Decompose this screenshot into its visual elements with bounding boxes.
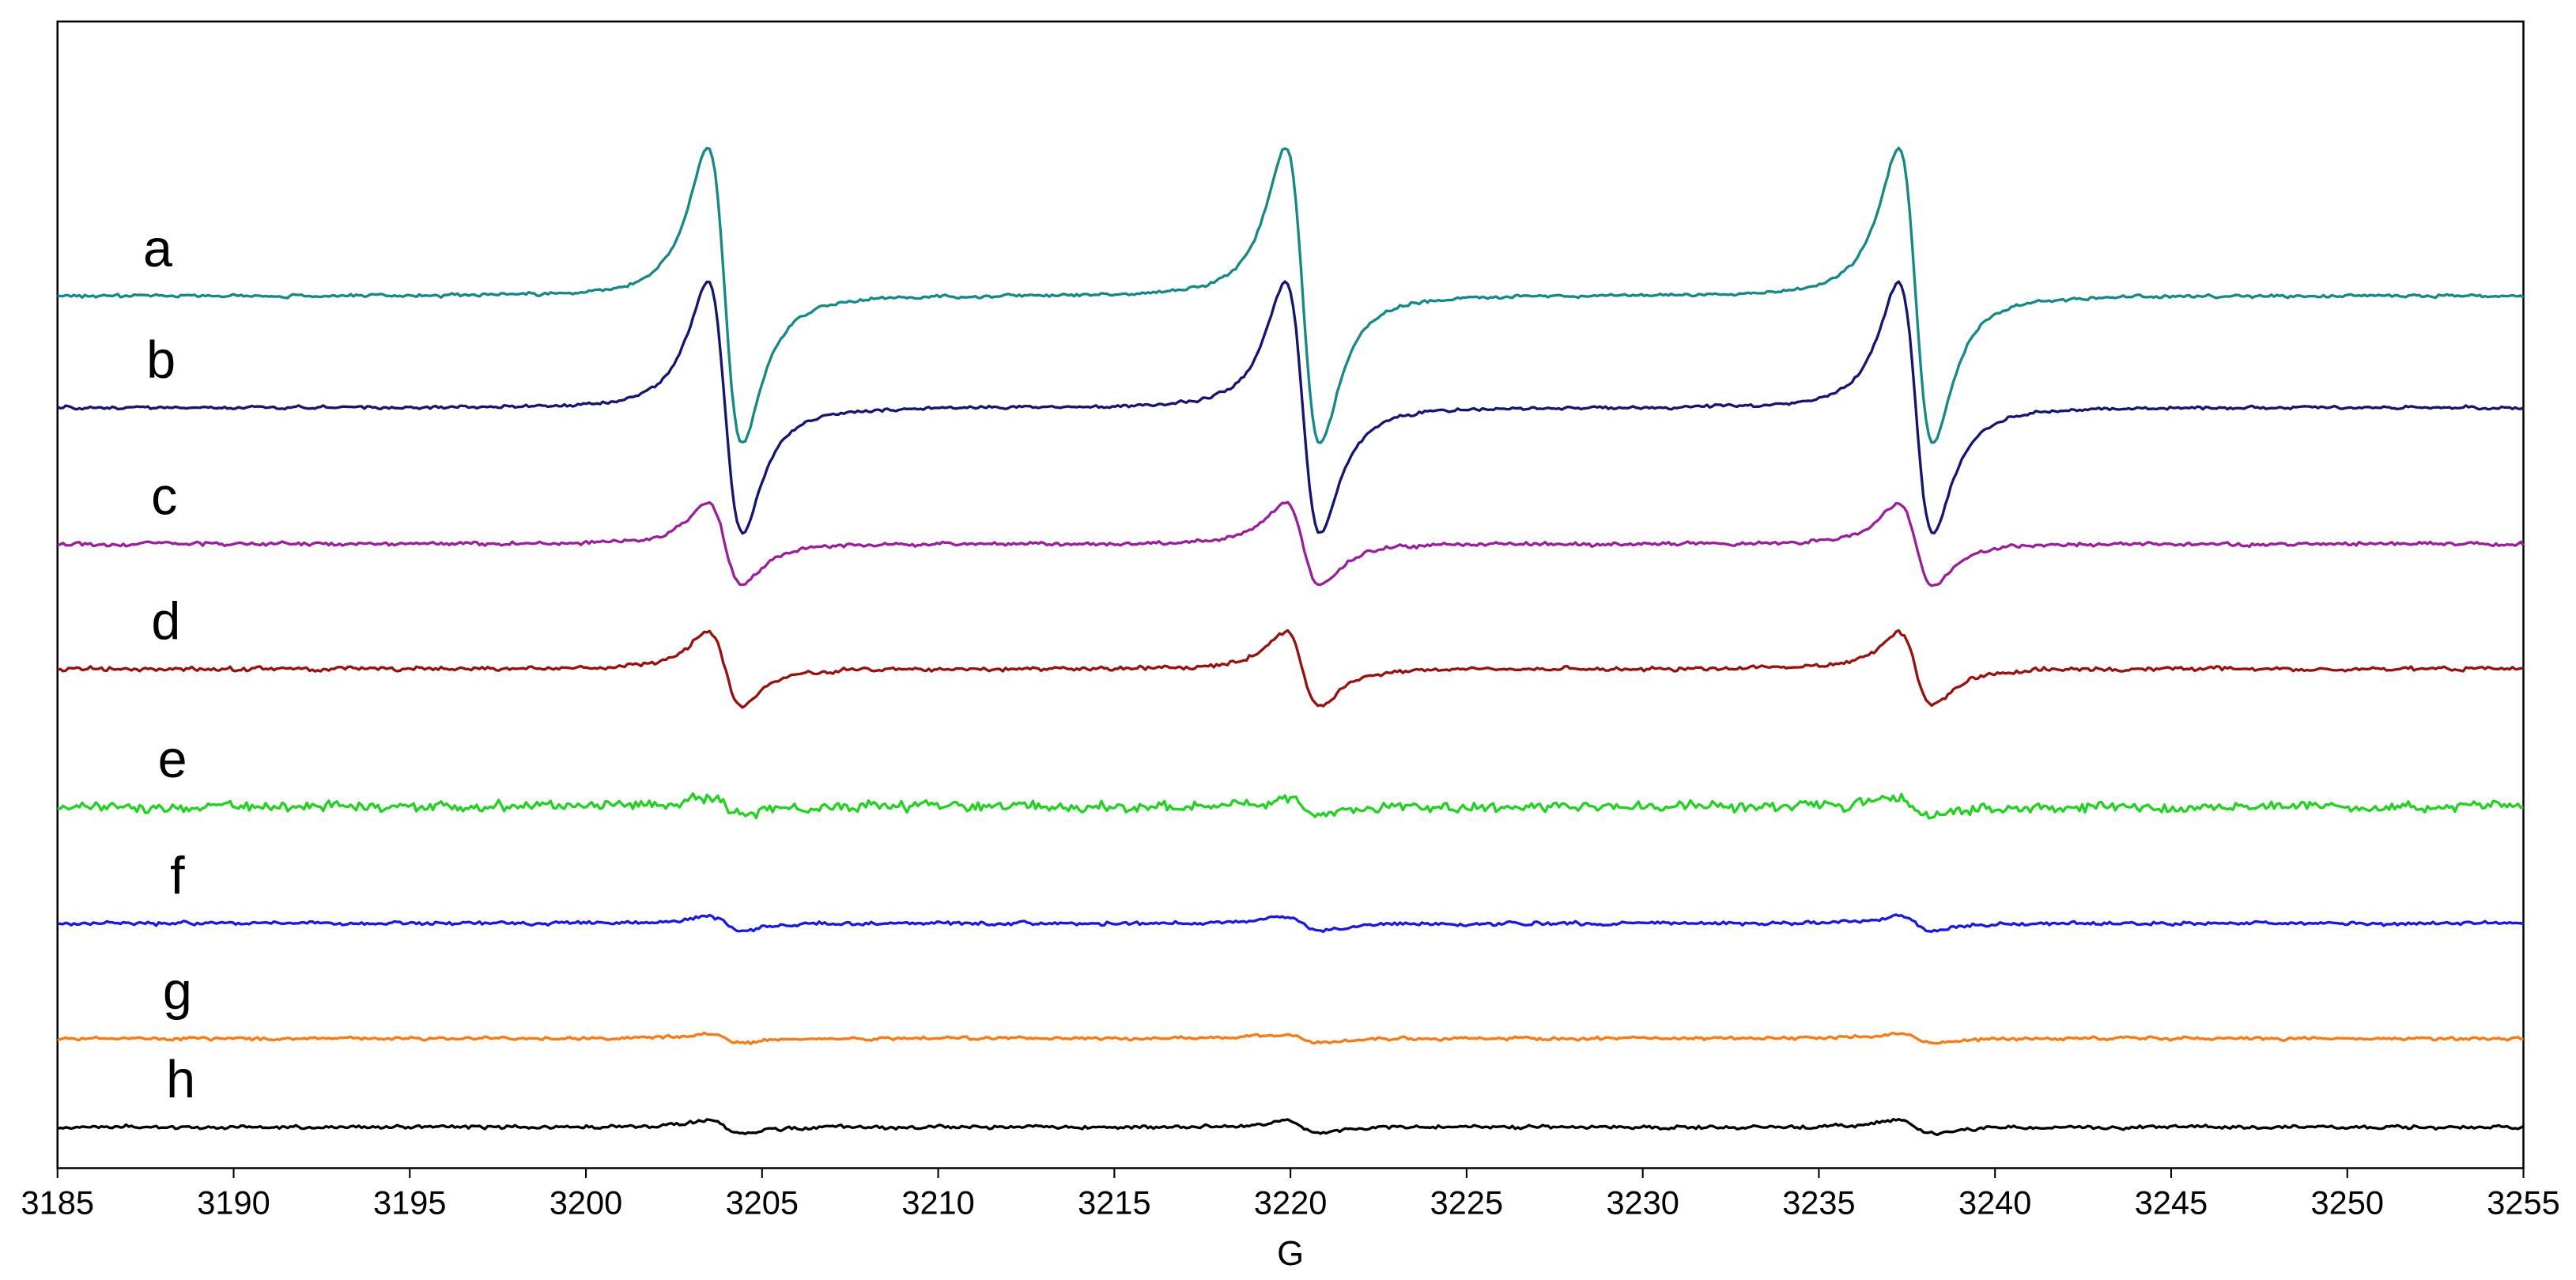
trace-b [57,280,2525,535]
x-tick-label: 3200 [550,1184,622,1221]
trace-label-e: e [158,731,187,789]
trace-label-g: g [163,962,192,1021]
trace-h [57,1117,2525,1136]
trace-e [57,792,2524,820]
x-tick-label: 3255 [2487,1184,2559,1221]
x-tick-label: 3235 [1782,1184,1855,1221]
x-axis-label: G [1277,1235,1304,1273]
x-tick-label: 3195 [373,1184,446,1221]
trace-label-b: b [146,331,176,390]
x-tick-label: 3205 [726,1184,799,1221]
x-tick-label: 3245 [2135,1184,2208,1221]
trace-label-d: d [151,592,180,651]
x-tick-label: 3220 [1254,1184,1327,1221]
trace-f [57,913,2525,934]
trace-label-c: c [151,468,177,527]
x-tick-label: 3240 [1958,1184,2031,1221]
trace-g [57,1031,2524,1046]
x-axis-ticks: 3185 3190 3195 3200 3205 3210 3215 3220 3225 3230… [21,1168,2560,1221]
x-tick-label: 3190 [197,1184,270,1221]
trace-c [57,500,2525,587]
x-tick-label: 3210 [901,1184,974,1221]
x-tick-label: 3225 [1430,1184,1503,1221]
trace-label-a: a [143,220,172,278]
traces-group [57,146,2525,1136]
trace-label-f: f [170,848,185,906]
x-tick-label: 3250 [2311,1184,2384,1221]
x-tick-label: 3215 [1078,1184,1150,1221]
plot-frame [56,20,2525,1169]
trace-label-h: h [166,1051,195,1109]
trace-a [57,146,2525,444]
trace-labels-group: ab c d e fgh [143,220,195,1109]
trace-d [57,629,2524,709]
x-tick-label: 3230 [1606,1184,1679,1221]
x-tick-label: 3185 [21,1184,94,1221]
